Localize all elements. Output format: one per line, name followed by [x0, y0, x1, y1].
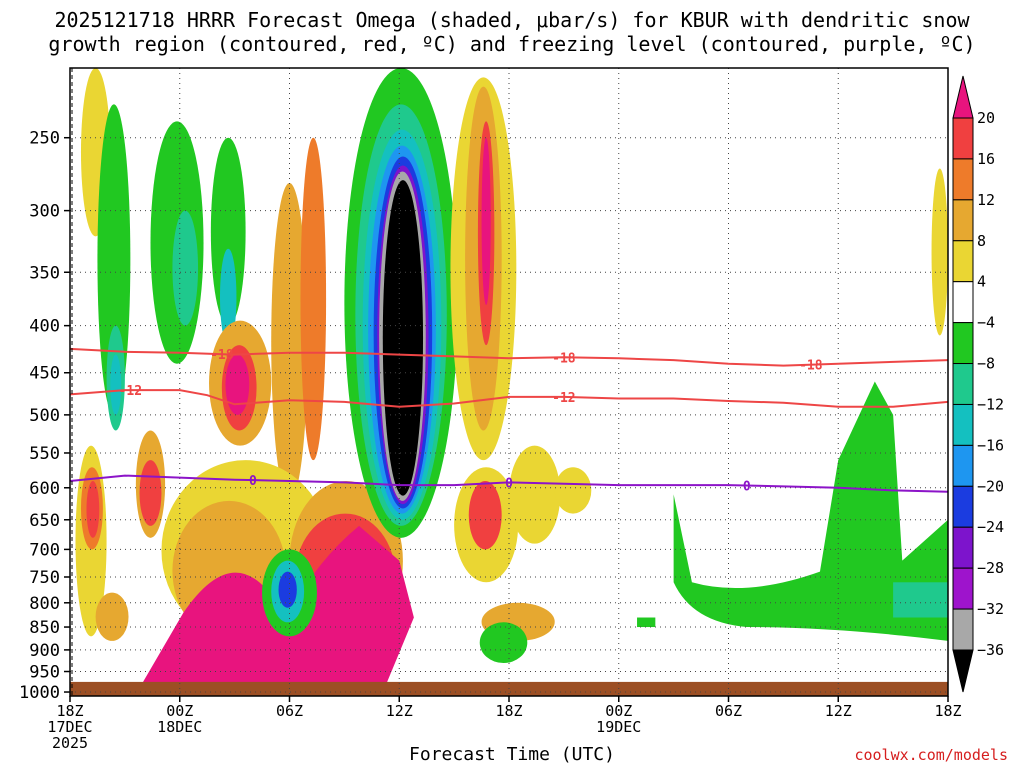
colorbar-swatch [952, 649, 974, 693]
colorbar-swatch [952, 444, 974, 487]
contour-label: -12 [552, 391, 575, 406]
omega-negative-region [278, 571, 297, 608]
omega-negative-region [637, 617, 656, 628]
y-tick-label: 1000 [19, 683, 60, 703]
contour-line [69, 474, 949, 493]
site-credit: coolwx.com/models [854, 746, 1008, 764]
colorbar-swatch [952, 363, 974, 405]
y-tick-label: 900 [29, 641, 60, 661]
omega-negative-region [210, 137, 246, 326]
y-tick-label: 850 [29, 618, 60, 638]
y-tick-label: 550 [29, 444, 60, 464]
colorbar-label: −36 [977, 641, 1004, 659]
contour-label: 0 [743, 480, 751, 495]
colorbar-label: −16 [977, 436, 1004, 454]
contour-label: -18 [210, 348, 234, 363]
omega-negative-region [673, 381, 948, 641]
colorbar-swatch [952, 526, 974, 569]
x-tick-label: 17DEC [47, 718, 92, 736]
x-tick-label: 00Z [166, 702, 193, 720]
x-tick-label: 2025 [52, 734, 88, 752]
y-tick-label: 600 [29, 479, 60, 499]
colorbar-label: −4 [977, 314, 995, 332]
colorbar-swatch [952, 403, 974, 446]
omega-negative-region [219, 248, 237, 346]
omega-positive-region [481, 137, 491, 306]
x-tick-label: 12Z [825, 702, 852, 720]
contour-label: 0 [249, 474, 257, 489]
y-tick-label: 700 [29, 540, 60, 560]
x-tick-label: 18DEC [157, 718, 202, 736]
omega-positive-region [554, 467, 592, 514]
omega-negative-region [97, 104, 131, 415]
omega-positive-region [95, 592, 129, 641]
colorbar-label: −8 [977, 355, 995, 373]
colorbar-label: −28 [977, 559, 1004, 577]
x-tick-label: 18Z [56, 702, 83, 720]
y-tick-label: 500 [29, 406, 60, 426]
omega-positive-region [139, 460, 162, 526]
colorbar-label: −24 [977, 518, 1004, 536]
x-tick-label: 06Z [276, 702, 303, 720]
y-tick-label: 400 [29, 317, 60, 337]
chart-title-line-1: 2025121718 HRRR Forecast Omega (shaded, … [54, 8, 970, 32]
y-tick-label: 450 [29, 364, 60, 384]
y-tick-label: 750 [29, 568, 60, 588]
omega-positive-region [931, 168, 948, 336]
colorbar-swatch [952, 240, 974, 283]
contour-line [69, 389, 949, 408]
colorbar-swatch [952, 608, 974, 651]
colorbar-label: 16 [977, 150, 995, 168]
omega-negative-region [110, 354, 122, 415]
colorbar-swatch [952, 567, 974, 610]
omega-min-core [382, 180, 424, 496]
colorbar-label: 20 [977, 109, 995, 127]
omega-negative-region [893, 582, 948, 618]
colorbar-label: 4 [977, 273, 986, 291]
x-axis-label: Forecast Time (UTC) [409, 744, 615, 765]
omega-negative-region [172, 210, 199, 326]
y-tick-label: 950 [29, 663, 60, 683]
x-tick-label: 06Z [715, 702, 742, 720]
colorbar-swatch [952, 281, 974, 324]
y-tick-label: 300 [29, 202, 60, 222]
colorbar-label: 12 [977, 191, 995, 209]
chart-title-line-2: growth region (contoured, red, ºC) and f… [48, 32, 976, 56]
colorbar-label: −20 [977, 477, 1004, 495]
colorbar-swatch [952, 117, 974, 160]
x-tick-label: 00Z [605, 702, 632, 720]
x-tick-label: 18Z [495, 702, 522, 720]
omega-positive-region [225, 354, 250, 415]
omega-positive-region [86, 481, 100, 538]
colorbar-swatch [952, 199, 974, 242]
x-tick-label: 19DEC [596, 718, 641, 736]
contour-line [69, 347, 949, 367]
omega-positive-region [271, 183, 308, 501]
contour-label: 0 [505, 476, 513, 491]
omega-positive-region [509, 445, 561, 544]
colorbar-swatch [952, 322, 974, 365]
omega-negative-region [479, 622, 528, 664]
y-tick-label: 250 [29, 129, 60, 149]
colorbar-swatch [952, 158, 974, 201]
y-tick-label: 800 [29, 594, 60, 614]
omega-positive-region [468, 481, 502, 550]
contour-label: -18 [799, 359, 823, 374]
y-tick-label: 650 [29, 511, 60, 531]
contour-label: -18 [552, 351, 576, 366]
colorbar-swatch [952, 485, 974, 528]
colorbar-label: −32 [977, 600, 1004, 618]
colorbar-label: −12 [977, 395, 1004, 413]
contour-label: -12 [119, 384, 142, 399]
y-tick-label: 350 [29, 263, 60, 283]
omega-positive-region [300, 137, 327, 461]
x-tick-label: 12Z [386, 702, 413, 720]
colorbar-label: 8 [977, 232, 986, 250]
x-tick-label: 18Z [934, 702, 961, 720]
colorbar-swatch [952, 75, 974, 119]
